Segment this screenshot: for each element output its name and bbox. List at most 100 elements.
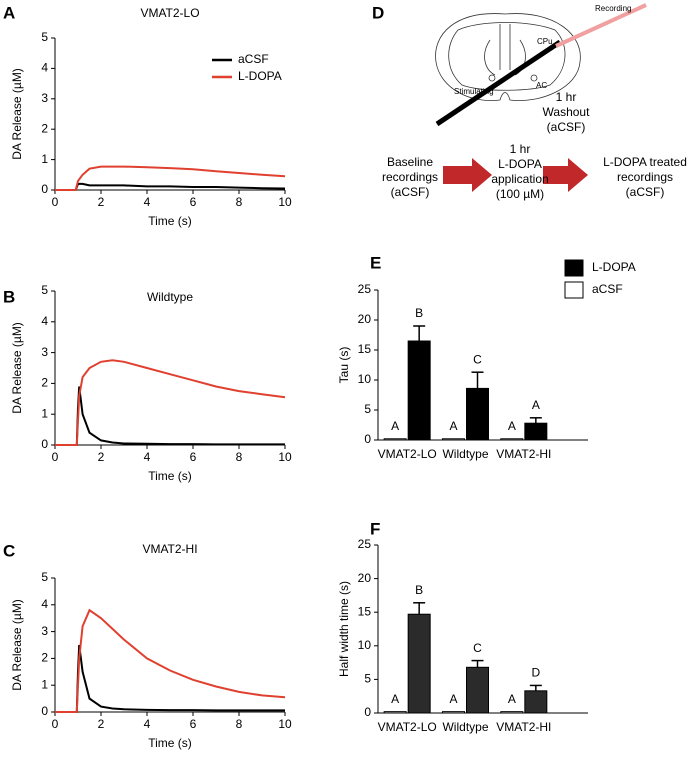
panel-letter: E [370, 253, 381, 272]
significance-letter: A [508, 692, 516, 706]
x-tick-label: 0 [52, 195, 59, 209]
y-tick-label: 5 [364, 402, 371, 416]
x-tick-label: 10 [278, 717, 292, 731]
brain-diagram [435, 13, 581, 102]
line-series [55, 386, 285, 446]
significance-letter: A [508, 419, 516, 433]
y-tick-label: 1 [41, 677, 48, 691]
legend-swatch [564, 281, 584, 299]
legend-swatch [564, 259, 584, 277]
step-text: L-DOPA treated [603, 155, 687, 169]
significance-letter: A [532, 398, 540, 412]
line-series [55, 165, 286, 191]
step-text: (aCSF) [626, 185, 665, 199]
y-tick-label: 3 [41, 91, 48, 105]
line-series [55, 608, 286, 713]
x-tick-label: 6 [190, 195, 197, 209]
panel-letter: D [372, 3, 384, 22]
line-series [55, 182, 286, 191]
arrow-text: L-DOPA [498, 157, 542, 171]
panel-letter: C [3, 541, 15, 560]
y-tick-label: 0 [41, 182, 48, 196]
x-tick-label: 8 [236, 450, 243, 464]
x-axis-label: Time (s) [148, 469, 192, 483]
x-tick-label: 2 [98, 195, 105, 209]
bar [466, 666, 489, 714]
legend-label: L-DOPA [592, 260, 636, 274]
panel-letter: F [370, 519, 380, 538]
panel-letter: B [3, 287, 15, 306]
arrow-text: 1 hr [556, 90, 577, 104]
x-tick-label: 4 [144, 450, 151, 464]
y-tick-label: 3 [41, 624, 48, 638]
y-axis-label: DA Release (µM) [10, 322, 24, 414]
x-tick-label: VMAT2-HI [496, 720, 551, 734]
y-tick-label: 5 [364, 672, 371, 686]
y-tick-label: 20 [358, 312, 372, 326]
x-tick-label: 2 [98, 717, 105, 731]
y-tick-label: 25 [358, 537, 372, 551]
y-tick-label: 4 [41, 314, 48, 328]
label: AC [536, 81, 547, 90]
y-tick-label: 3 [41, 345, 48, 359]
y-tick-label: 20 [358, 571, 372, 585]
significance-letter: A [449, 419, 457, 433]
arrow-text: Washout [543, 105, 591, 119]
y-tick-label: 0 [364, 705, 371, 719]
significance-letter: A [449, 692, 457, 706]
x-tick-label: 4 [144, 195, 151, 209]
stimulating-electrode [435, 39, 562, 127]
legend-label: L-DOPA [238, 69, 282, 83]
bar [383, 438, 407, 441]
bar [383, 711, 407, 714]
y-tick-label: 5 [41, 30, 48, 44]
bar [500, 711, 524, 714]
x-tick-label: 10 [278, 195, 292, 209]
bar [407, 340, 431, 441]
y-tick-label: 2 [41, 121, 48, 135]
bar [524, 690, 548, 714]
arrow [543, 158, 588, 192]
y-tick-label: 25 [358, 282, 372, 296]
bar [407, 613, 431, 714]
y-tick-label: 4 [41, 597, 48, 611]
x-tick-label: VMAT2-LO [378, 447, 437, 461]
significance-letter: A [391, 419, 399, 433]
chart-title: Wildtype [147, 290, 193, 304]
y-tick-label: 1 [41, 406, 48, 420]
significance-letter: B [415, 583, 423, 597]
step-text: Baseline [387, 155, 433, 169]
y-tick-label: 5 [41, 283, 48, 297]
x-tick-label: 2 [98, 450, 105, 464]
x-tick-label: 0 [52, 717, 59, 731]
y-tick-label: 2 [41, 651, 48, 665]
significance-letter: C [473, 352, 482, 366]
y-tick-label: 0 [41, 437, 48, 451]
bar [500, 438, 524, 441]
x-tick-label: Wildtype [442, 447, 488, 461]
x-tick-label: 8 [236, 195, 243, 209]
y-tick-label: 0 [364, 432, 371, 446]
arrow-text: application [491, 172, 548, 186]
y-tick-label: 1 [41, 152, 48, 166]
significance-letter: A [391, 692, 399, 706]
arrow-text: (100 µM) [496, 187, 544, 201]
x-tick-label: 6 [190, 717, 197, 731]
x-tick-label: 8 [236, 717, 243, 731]
step-text: recordings [382, 170, 438, 184]
x-tick-label: 0 [52, 450, 59, 464]
x-tick-label: 10 [278, 450, 292, 464]
bar [524, 422, 548, 441]
y-tick-label: 15 [358, 342, 372, 356]
legend-label: aCSF [238, 52, 269, 66]
y-axis-label: Half width time (s) [337, 581, 351, 677]
label: Stimulating [454, 87, 494, 96]
step-text: (aCSF) [391, 185, 430, 199]
significance-letter: B [415, 306, 423, 320]
y-tick-label: 5 [41, 570, 48, 584]
bar [466, 387, 489, 441]
y-tick-label: 15 [358, 604, 372, 618]
y-axis-label: DA Release (µM) [10, 599, 24, 691]
line-series [55, 644, 285, 713]
